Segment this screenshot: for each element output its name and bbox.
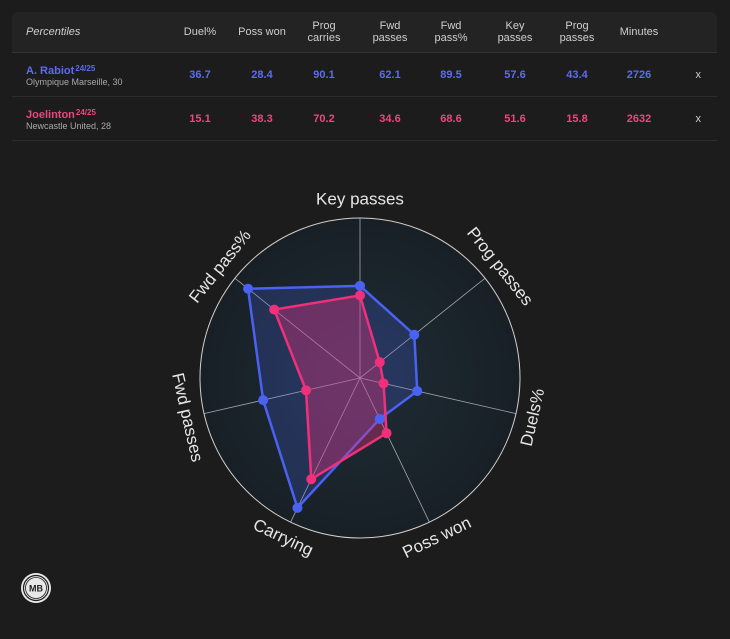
player-name[interactable]: A. Rabiot24/25 (26, 64, 96, 77)
data-point (269, 304, 280, 315)
data-point (292, 502, 303, 513)
player-row: Joelinton24/25 Newcastle United, 28 15.1 38… (12, 97, 717, 141)
stat-cell: 68.6 (440, 112, 462, 125)
stat-cell: 70.2 (313, 112, 335, 125)
logo-text: MB (29, 584, 43, 594)
data-point (355, 290, 365, 301)
data-point (355, 280, 365, 291)
column-header: Poss won (238, 26, 286, 38)
player-season: 24/25 (75, 64, 96, 73)
axis-label: Duels% (517, 387, 549, 448)
stat-cell: 36.7 (189, 68, 211, 81)
stat-cell: 62.1 (379, 68, 401, 81)
column-header: Duel% (183, 26, 217, 38)
data-point (374, 413, 385, 424)
remove-player-button[interactable]: x (695, 68, 702, 81)
axis-label: Key passes (316, 189, 404, 208)
player-season: 24/25 (75, 108, 96, 117)
stat-cell: 38.3 (251, 112, 273, 125)
stat-cell: 57.6 (504, 68, 526, 81)
column-header: Prog passes (559, 20, 595, 44)
remove-player-button[interactable]: x (695, 112, 702, 125)
data-point (243, 283, 254, 294)
stat-cell: 43.4 (566, 68, 588, 81)
data-point (381, 428, 392, 439)
stat-cell: 34.6 (379, 112, 401, 125)
data-point (412, 386, 423, 397)
player-name[interactable]: Joelinton24/25 (26, 108, 96, 121)
stat-cell: 15.8 (566, 112, 588, 125)
stat-cell: 15.1 (189, 112, 211, 125)
radar-spoke (359, 377, 430, 523)
data-point (374, 357, 385, 368)
percentile-table: Percentiles Duel% Poss won Prog carries Fwd p… (12, 12, 717, 141)
mb-logo-icon: MB (21, 573, 51, 603)
stat-cell: 28.4 (251, 68, 273, 81)
stat-cell: 2632 (626, 112, 652, 125)
player-club: Olympique Marseille, 30 (26, 77, 123, 87)
data-point (409, 329, 420, 340)
stat-cell: 90.1 (313, 68, 335, 81)
player-row: A. Rabiot24/25 Olympique Marseille, 30 36.… (12, 53, 717, 97)
player-club: Newcastle United, 28 (26, 121, 112, 131)
stat-cell: 51.6 (504, 112, 526, 125)
radar-spoke (290, 377, 361, 523)
data-point (306, 474, 317, 485)
column-header: Key passes (497, 20, 533, 44)
table-header: Percentiles Duel% Poss won Prog carries Fwd p… (12, 12, 717, 53)
column-header: Fwd pass% (434, 20, 468, 44)
radar-spoke (234, 277, 361, 379)
stat-cell: 89.5 (440, 68, 462, 81)
radar-spoke (203, 377, 361, 414)
column-header: Minutes (619, 26, 659, 38)
header-percentiles: Percentiles (26, 26, 81, 38)
data-point (301, 385, 312, 396)
data-point (258, 395, 269, 406)
column-header: Prog carries (307, 20, 341, 44)
stat-cell: 2726 (626, 68, 652, 81)
data-point (378, 378, 389, 389)
column-header: Fwd passes (372, 20, 408, 44)
